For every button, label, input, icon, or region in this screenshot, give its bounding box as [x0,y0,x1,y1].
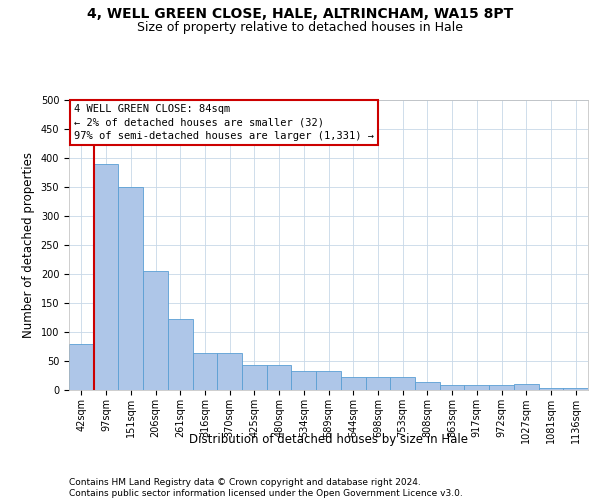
Text: Contains HM Land Registry data © Crown copyright and database right 2024.
Contai: Contains HM Land Registry data © Crown c… [69,478,463,498]
Bar [118,187,143,390]
Bar [390,377,415,390]
Bar [415,382,440,390]
Bar [292,371,316,390]
Bar [193,354,217,390]
Bar [563,388,588,390]
Bar [242,365,267,390]
Bar [267,365,292,390]
Bar [464,386,489,390]
Text: 4, WELL GREEN CLOSE, HALE, ALTRINCHAM, WA15 8PT: 4, WELL GREEN CLOSE, HALE, ALTRINCHAM, W… [87,8,513,22]
Text: Distribution of detached houses by size in Hale: Distribution of detached houses by size … [190,432,469,446]
Y-axis label: Number of detached properties: Number of detached properties [22,152,35,338]
Bar [341,377,365,390]
Text: Size of property relative to detached houses in Hale: Size of property relative to detached ho… [137,21,463,34]
Bar [143,271,168,390]
Bar [316,371,341,390]
Bar [489,386,514,390]
Bar [69,344,94,390]
Text: 4 WELL GREEN CLOSE: 84sqm
← 2% of detached houses are smaller (32)
97% of semi-d: 4 WELL GREEN CLOSE: 84sqm ← 2% of detach… [74,104,374,141]
Bar [217,354,242,390]
Bar [168,319,193,390]
Bar [539,388,563,390]
Bar [94,164,118,390]
Bar [514,384,539,390]
Bar [440,386,464,390]
Bar [365,377,390,390]
